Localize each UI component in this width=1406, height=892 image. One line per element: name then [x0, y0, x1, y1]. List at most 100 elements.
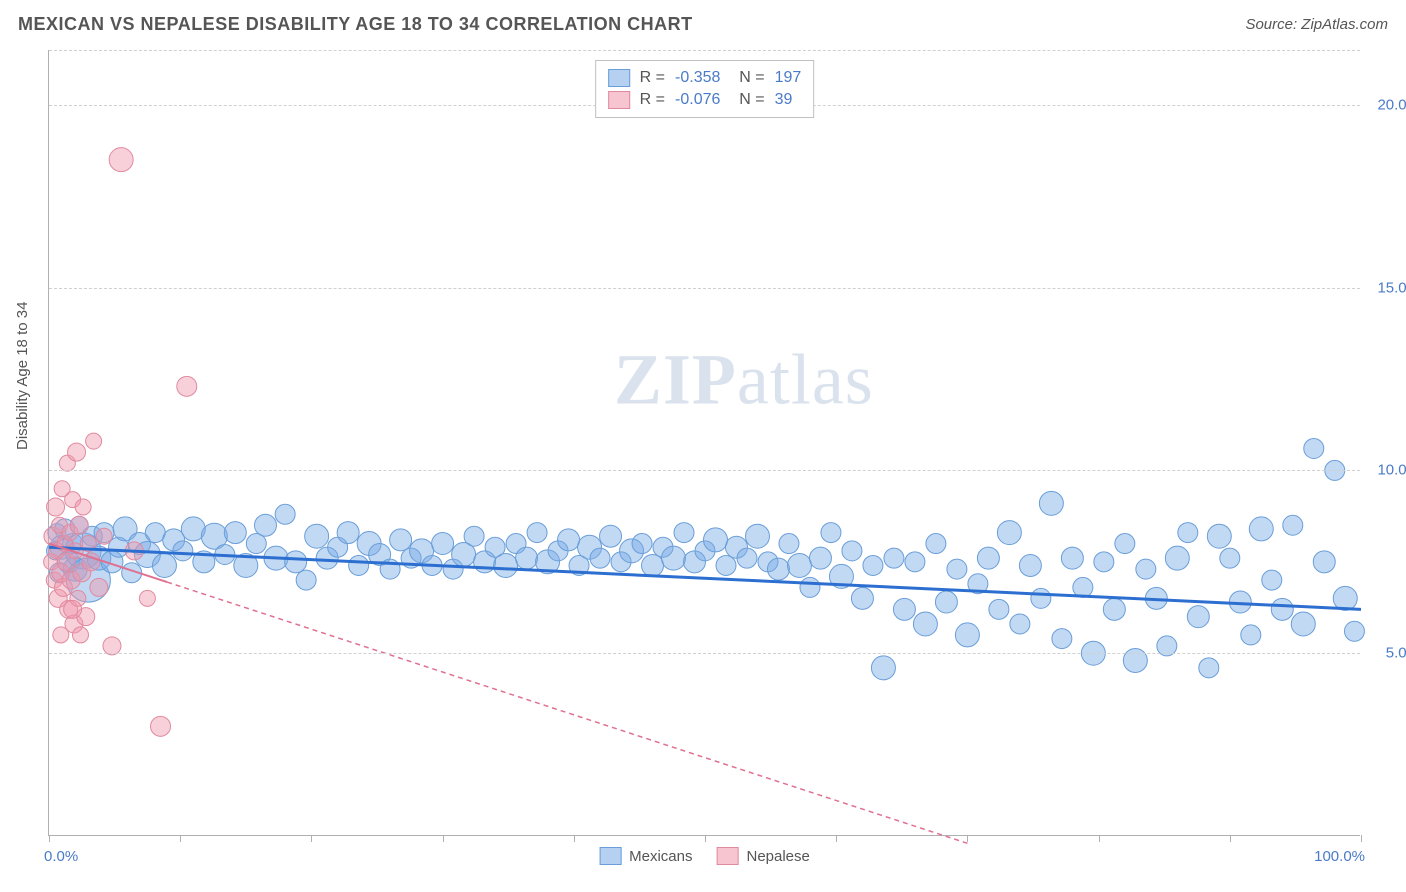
- scatter-point: [224, 522, 246, 544]
- y-axis-label: Disability Age 18 to 34: [14, 302, 31, 450]
- scatter-point: [1061, 547, 1083, 569]
- scatter-point: [1249, 517, 1273, 541]
- legend-swatch-icon: [599, 847, 621, 865]
- legend-swatch-icon: [716, 847, 738, 865]
- scatter-point: [1187, 606, 1209, 628]
- scatter-point: [96, 528, 112, 544]
- x-tick: [705, 835, 706, 842]
- scatter-point: [1094, 552, 1114, 572]
- scatter-point: [871, 656, 895, 680]
- scatter-point: [632, 534, 652, 554]
- scatter-point: [590, 548, 610, 568]
- scatter-point: [716, 555, 736, 575]
- x-tick: [574, 835, 575, 842]
- scatter-point: [1241, 625, 1261, 645]
- legend-n-mexicans: 197: [775, 69, 802, 87]
- scatter-point: [1304, 438, 1324, 458]
- x-tick-min: 0.0%: [44, 848, 78, 865]
- scatter-point: [305, 524, 329, 548]
- scatter-point: [821, 523, 841, 543]
- scatter-point: [935, 591, 957, 613]
- scatter-point: [558, 529, 580, 551]
- scatter-point: [53, 627, 69, 643]
- scatter-point: [139, 590, 155, 606]
- scatter-point: [767, 558, 789, 580]
- scatter-point: [349, 555, 369, 575]
- scatter-point: [151, 716, 171, 736]
- x-tick: [1230, 835, 1231, 842]
- scatter-point: [787, 553, 811, 577]
- legend-item-nepalese: Nepalese: [716, 847, 809, 865]
- scatter-point: [893, 598, 915, 620]
- scatter-point: [390, 529, 412, 551]
- scatter-svg: [49, 50, 1360, 835]
- scatter-point: [1039, 491, 1063, 515]
- scatter-point: [884, 548, 904, 568]
- scatter-point: [1283, 515, 1303, 535]
- scatter-point: [86, 433, 102, 449]
- scatter-point: [779, 534, 799, 554]
- legend-label-mexicans: Mexicans: [629, 848, 692, 865]
- y-tick-label: 20.0%: [1365, 96, 1406, 113]
- scatter-point: [863, 555, 883, 575]
- gridline: [49, 470, 1360, 471]
- scatter-point: [1103, 598, 1125, 620]
- scatter-point: [152, 553, 176, 577]
- chart-plot-area: ZIPatlas R = -0.358 N = 197 R = -0.076 N…: [48, 50, 1360, 836]
- legend-swatch-mexicans: [608, 69, 630, 87]
- legend-n-label: N =: [730, 69, 764, 87]
- legend-row-mexicans: R = -0.358 N = 197: [608, 67, 802, 89]
- scatter-point: [703, 528, 727, 552]
- x-tick: [180, 835, 181, 842]
- scatter-point: [75, 499, 91, 515]
- scatter-point: [809, 547, 831, 569]
- scatter-point: [600, 525, 622, 547]
- scatter-point: [947, 559, 967, 579]
- scatter-point: [1178, 523, 1198, 543]
- scatter-point: [1313, 551, 1335, 573]
- scatter-point: [913, 612, 937, 636]
- scatter-point: [800, 577, 820, 597]
- scatter-point: [494, 553, 518, 577]
- scatter-point: [173, 541, 193, 561]
- y-tick-label: 10.0%: [1365, 462, 1406, 479]
- scatter-point: [926, 534, 946, 554]
- x-tick-max: 100.0%: [1314, 848, 1365, 865]
- scatter-point: [662, 546, 686, 570]
- scatter-point: [1115, 534, 1135, 554]
- scatter-point: [977, 547, 999, 569]
- scatter-point: [674, 523, 694, 543]
- scatter-point: [1052, 629, 1072, 649]
- x-tick: [443, 835, 444, 842]
- gridline: [49, 288, 1360, 289]
- gridline: [49, 50, 1360, 51]
- scatter-point: [47, 498, 65, 516]
- scatter-point: [989, 599, 1009, 619]
- scatter-point: [337, 522, 359, 544]
- scatter-point: [642, 554, 664, 576]
- scatter-point: [254, 514, 276, 536]
- x-tick: [836, 835, 837, 842]
- scatter-point: [1220, 548, 1240, 568]
- scatter-point: [1199, 658, 1219, 678]
- scatter-point: [527, 523, 547, 543]
- legend-row-nepalese: R = -0.076 N = 39: [608, 89, 802, 111]
- scatter-point: [1165, 546, 1189, 570]
- scatter-point: [275, 504, 295, 524]
- chart-source: Source: ZipAtlas.com: [1245, 16, 1388, 33]
- legend-n-label: N =: [730, 91, 764, 109]
- gridline: [49, 653, 1360, 654]
- scatter-point: [1010, 614, 1030, 634]
- scatter-point: [842, 541, 862, 561]
- legend-r-mexicans: -0.358: [675, 69, 720, 87]
- legend-r-label: R =: [640, 91, 665, 109]
- legend-item-mexicans: Mexicans: [599, 847, 692, 865]
- scatter-point: [1207, 524, 1231, 548]
- scatter-point: [1344, 621, 1364, 641]
- scatter-point: [103, 637, 121, 655]
- scatter-point: [1271, 598, 1293, 620]
- scatter-point: [1262, 570, 1282, 590]
- scatter-point: [516, 547, 538, 569]
- scatter-point: [905, 552, 925, 572]
- scatter-point: [90, 578, 108, 596]
